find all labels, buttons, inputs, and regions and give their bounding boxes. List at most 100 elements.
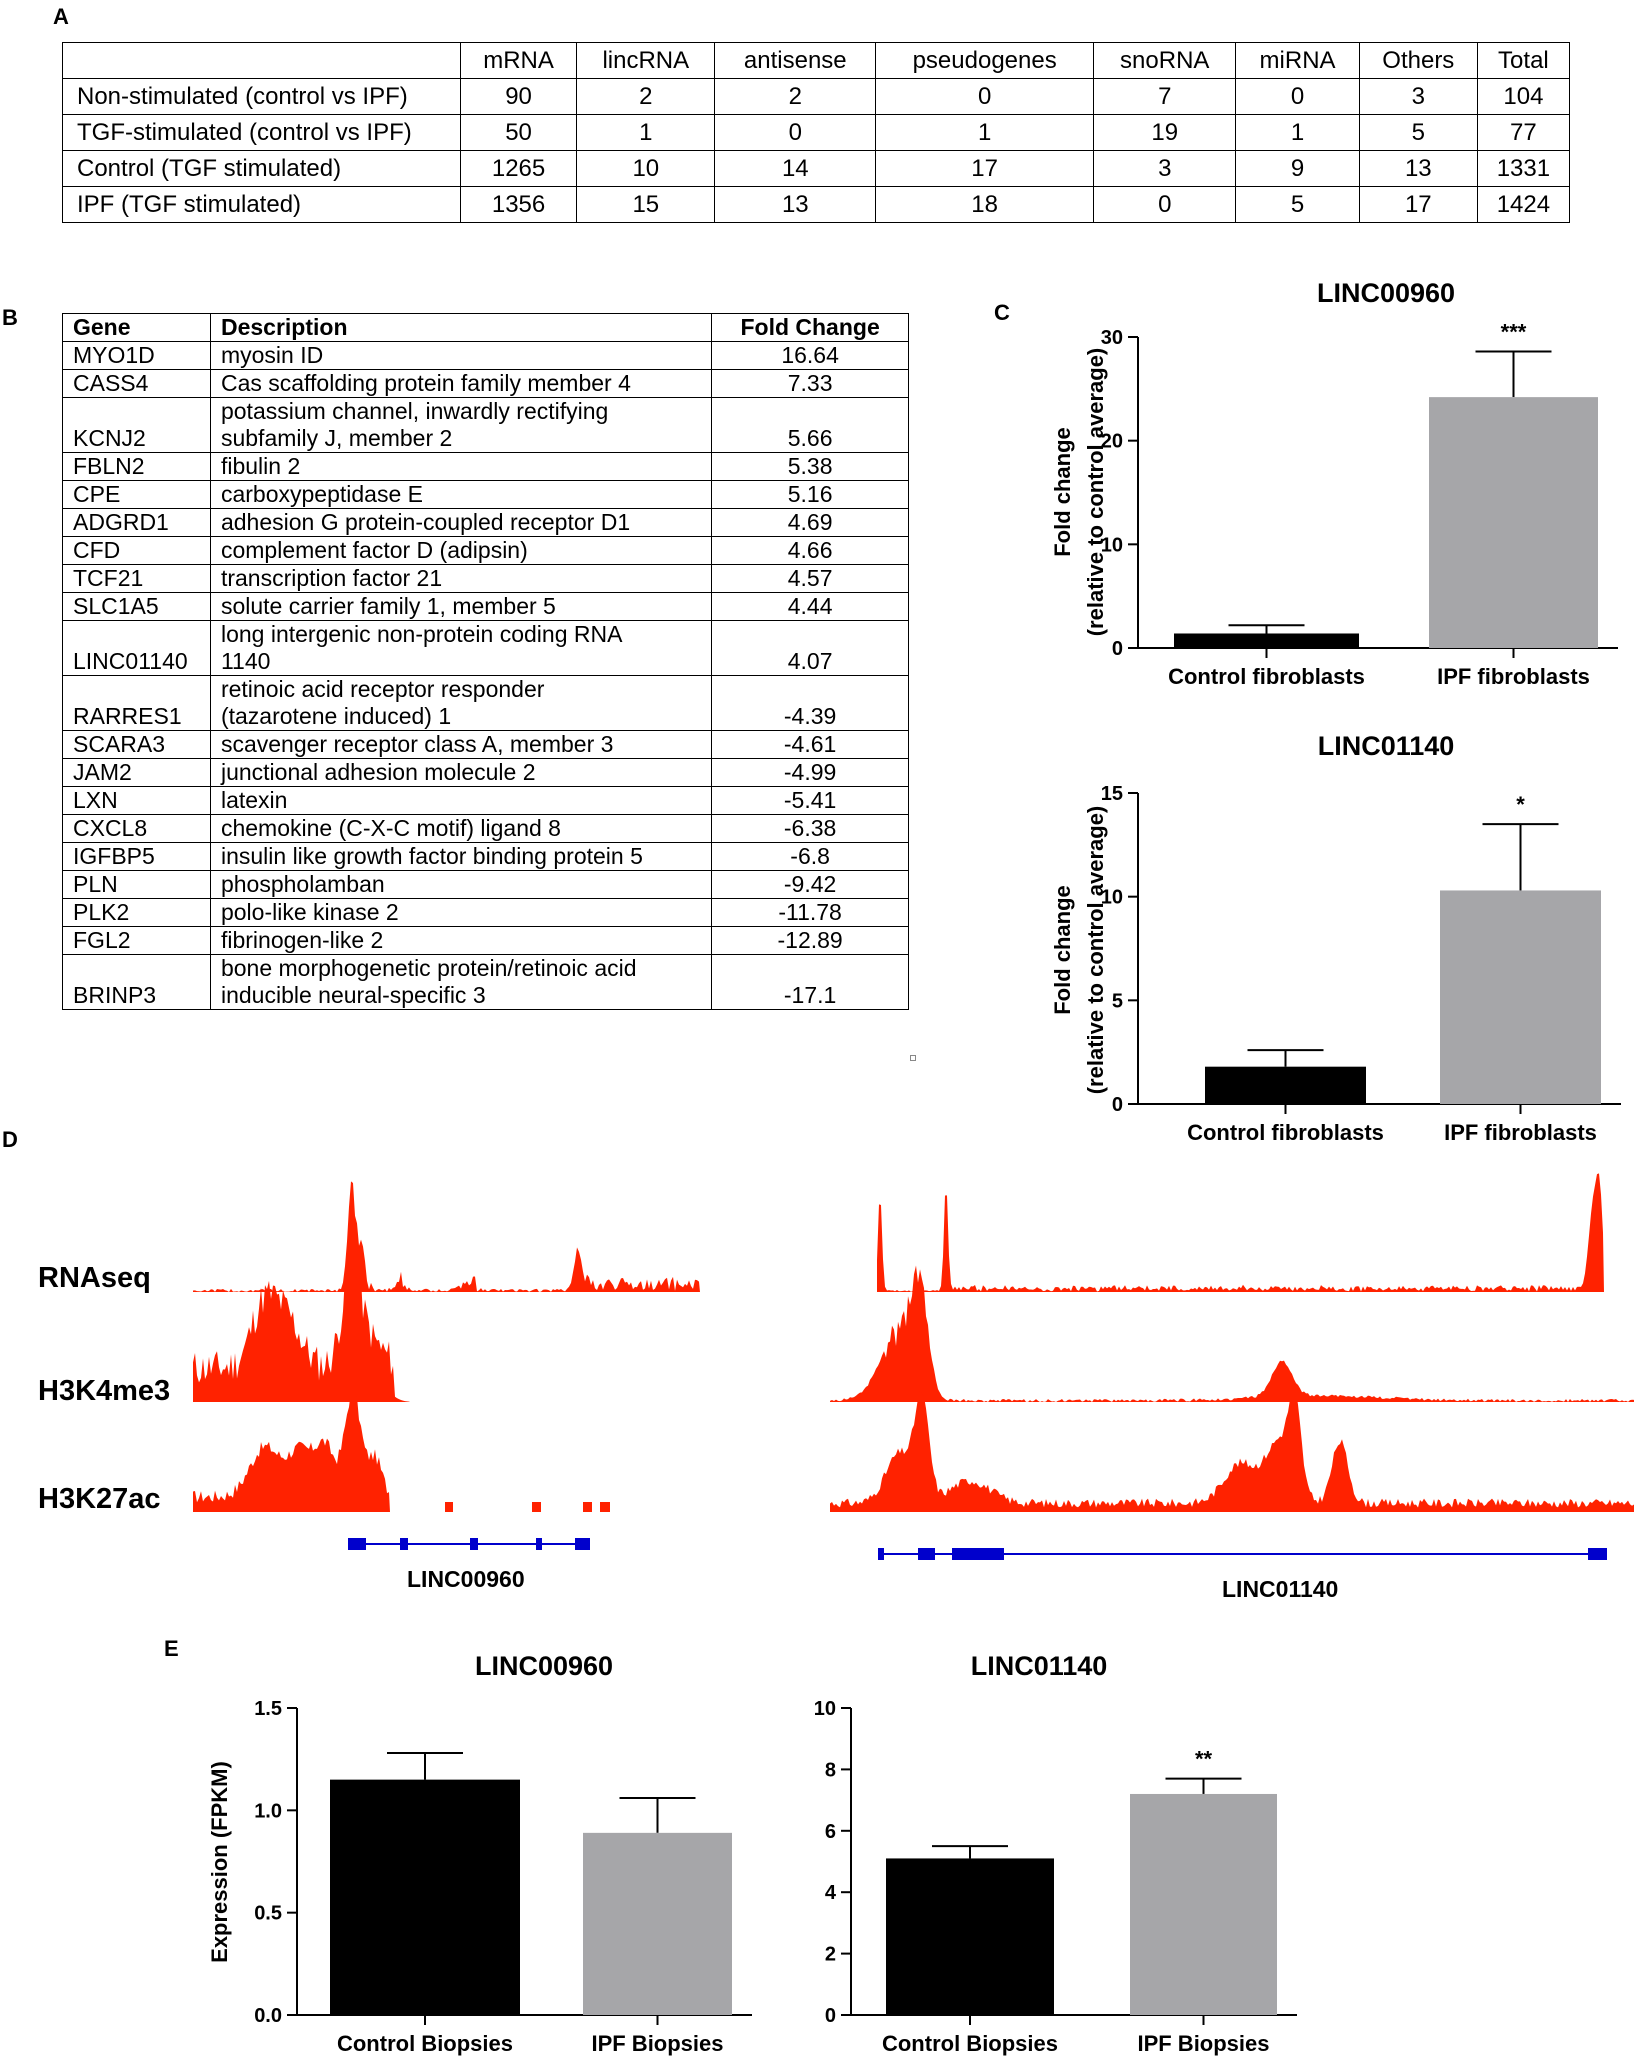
table-row: TGF-stimulated (control vs IPF) 50 1 0 1 19 1 5…	[62, 114, 1571, 151]
header-fold-change: Fold Change	[711, 313, 909, 342]
table-cell: 1331	[1476, 150, 1571, 187]
h3k27ac-signal-track	[830, 1385, 1634, 1512]
fold-change-cell: 4.57	[711, 564, 909, 593]
y-tick-label: 0	[1112, 638, 1123, 660]
table-cell: 1	[875, 114, 1095, 151]
y-tick-label: 15	[1101, 783, 1123, 805]
description-line: subfamily J, member 2	[220, 425, 453, 451]
table-row: FGL2 fibrinogen-like 2 -12.89	[62, 926, 909, 955]
x-tick-label: Control Biopsies	[882, 2031, 1058, 2056]
description-line: fibrinogen-like 2	[220, 927, 384, 953]
table-cell: 3	[1358, 78, 1478, 115]
linc01140-gene-model-exon	[952, 1548, 1004, 1560]
description-cell: transcription factor 21	[209, 564, 713, 593]
h3k27ac-signal-block	[583, 1502, 592, 1512]
bar	[1440, 890, 1601, 1104]
y-tick-label: 8	[825, 1759, 836, 1781]
table-row: FBLN2 fibulin 2 5.38	[62, 452, 909, 481]
rnaseq-signal-track	[193, 1181, 700, 1292]
description-cell: junctional adhesion molecule 2	[209, 758, 713, 787]
h3k27ac-signal-track	[193, 1386, 390, 1512]
row-label: TGF-stimulated (control vs IPF)	[62, 114, 461, 151]
h3k4me3-signal-track	[830, 1265, 1634, 1402]
description-cell: scavenger receptor class A, member 3	[209, 730, 713, 759]
table-cell: 90	[459, 78, 578, 115]
x-tick-label: Control fibroblasts	[1168, 664, 1365, 689]
column-header: snoRNA	[1093, 42, 1237, 79]
table-row: Control (TGF stimulated) 1265 10 14 17 3 9 13 13…	[62, 150, 1571, 187]
y-tick-label: 4	[825, 1882, 837, 1904]
linc00960-gene-model-exon	[470, 1538, 478, 1550]
table-row: IPF (TGF stimulated) 1356 15 13 18 0 5 17 1424	[62, 186, 1571, 223]
track-label-rnaseq: RNAseq	[38, 1262, 151, 1294]
table-cell: 15	[576, 186, 716, 223]
description-cell: chemokine (C-X-C motif) ligand 8	[209, 814, 713, 843]
description-line: bone morphogenetic protein/retinoic acid	[220, 955, 637, 981]
column-header: pseudogenes	[875, 42, 1095, 79]
fold-change-cell: 7.33	[711, 369, 909, 398]
description-cell: Cas scaffolding protein family member 4	[209, 369, 713, 398]
table-row: JAM2 junctional adhesion molecule 2 -4.99	[62, 758, 909, 787]
table-cell: 1	[576, 114, 716, 151]
chart-title: LINC01140	[971, 1651, 1108, 1681]
fold-change-cell: 4.66	[711, 536, 909, 565]
rna-category-table: mRNA lincRNA antisense pseudogenes snoRNA miR…	[62, 42, 1571, 223]
y-tick-label: 1.5	[254, 1698, 282, 1720]
gene-label-linc00960: LINC00960	[407, 1566, 525, 1592]
description-cell: long intergenic non-protein coding RNA 11…	[209, 620, 713, 676]
description-line: carboxypeptidase E	[220, 481, 423, 507]
table-row: Non-stimulated (control vs IPF) 90 2 2 0 7 0 3 1…	[62, 78, 1571, 115]
panel-label-d: D	[2, 1127, 18, 1152]
y-axis-label: (relative to control average)	[1083, 348, 1108, 637]
bar	[1174, 633, 1359, 648]
fold-change-cell: -17.1	[711, 954, 909, 1010]
table-cell: 3	[1093, 150, 1237, 187]
table-cell: 17	[1358, 186, 1478, 223]
table-resize-handle[interactable]	[910, 1055, 916, 1061]
fold-change-cell: 4.07	[711, 620, 909, 676]
y-tick-label: 6	[825, 1821, 836, 1843]
rna-category-table-header: mRNA lincRNA antisense pseudogenes snoRNA miR…	[62, 42, 1571, 79]
description-cell: bone morphogenetic protein/retinoic acid…	[209, 954, 713, 1010]
bar	[583, 1832, 732, 2015]
linc01140-gene-model-exon	[918, 1548, 935, 1560]
linc01140-gene-model-exon	[878, 1548, 884, 1560]
chart-title: LINC01140	[1318, 731, 1455, 761]
table-cell: 0	[875, 78, 1095, 115]
description-line: latexin	[220, 787, 288, 813]
description-cell: retinoic acid receptor responder (tazarot…	[209, 675, 713, 731]
description-line: phospholamban	[220, 871, 385, 897]
y-tick-label: 5	[1112, 990, 1123, 1012]
table-row: RARRES1 retinoic acid receptor responder(…	[62, 675, 909, 731]
description-line: fibulin 2	[220, 453, 301, 479]
gene-cell: SCARA3	[62, 730, 211, 759]
description-line: (tazarotene induced) 1	[220, 703, 452, 729]
table-row: CPE carboxypeptidase E 5.16	[62, 480, 909, 509]
description-line: junctional adhesion molecule 2	[220, 759, 536, 785]
header-gene: Gene	[62, 313, 211, 342]
rnaseq-signal-track	[877, 1173, 1604, 1292]
table-row: BRINP3 bone morphogenetic protein/retinoi…	[62, 954, 909, 1010]
table-cell: 19	[1093, 114, 1237, 151]
table-cell: 7	[1093, 78, 1237, 115]
table-row: LXN latexin -5.41	[62, 786, 909, 815]
bar	[1130, 1793, 1277, 2015]
y-axis-label: Expression (FPKM)	[207, 1761, 232, 1963]
table-row: LINC01140 long intergenic non-protein cod…	[62, 620, 909, 676]
table-cell: 13	[1358, 150, 1478, 187]
table-cell: 5	[1235, 186, 1360, 223]
gene-cell: MYO1D	[62, 341, 211, 370]
description-cell: insulin like growth factor binding prote…	[209, 842, 713, 871]
table-row: TCF21 transcription factor 21 4.57	[62, 564, 909, 593]
x-tick-label: IPF fibroblasts	[1444, 1120, 1597, 1145]
description-line: polo-like kinase 2	[220, 899, 399, 925]
column-header: antisense	[714, 42, 877, 79]
description-cell: complement factor D (adipsin)	[209, 536, 713, 565]
gene-cell: PLN	[62, 870, 211, 899]
description-line: complement factor D (adipsin)	[220, 537, 528, 563]
table-row: IGFBP5 insulin like growth factor binding…	[62, 842, 909, 871]
description-line: insulin like growth factor binding prote…	[220, 843, 643, 869]
x-tick-label: IPF fibroblasts	[1437, 664, 1590, 689]
linc00960-gene-model-exon	[575, 1538, 590, 1550]
row-label: IPF (TGF stimulated)	[62, 186, 461, 223]
